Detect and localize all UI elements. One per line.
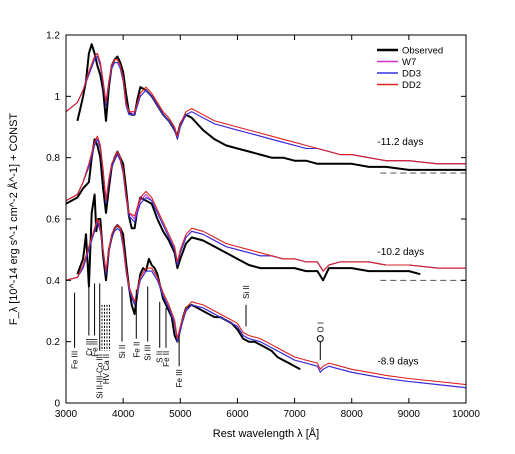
line-id-label: Si II [118, 345, 127, 359]
line-id-label-group: Si II [242, 285, 251, 299]
epoch-label: -11.2 days [377, 137, 423, 148]
line-id-label: Si III [144, 345, 153, 361]
line-id-label: S II [156, 351, 165, 363]
line-id-label: HV Ca II [102, 354, 111, 384]
line-id-circle [316, 335, 324, 343]
line-id-label-group: Si III [144, 345, 153, 361]
line-id-label: Fe II [132, 342, 141, 358]
line-id-label: Fe II [162, 351, 171, 367]
y-tick-label: 0.4 [46, 276, 60, 287]
line-id-label-group: Cr III [85, 339, 94, 356]
line-id-label-group: HV Ca II [102, 354, 111, 384]
legend-label: DD3 [402, 69, 421, 80]
line-id-label: Si II [242, 285, 251, 299]
legend-label: DD2 [402, 80, 421, 91]
reference-lines [380, 172, 466, 281]
y-tick-label: 1 [54, 92, 60, 103]
x-axis-label: Rest wavelength λ [Å] [213, 427, 319, 440]
line-id-label-group: Si II [118, 345, 127, 359]
line-id-label-group: Fe II [162, 351, 171, 367]
y-tick-label: 0.6 [46, 215, 60, 226]
y-tick-label: 1.2 [46, 31, 60, 42]
series-line-3 [65, 218, 467, 386]
series-line-7 [65, 135, 466, 272]
series-line-11 [65, 52, 466, 165]
y-tick-label: 0.2 [46, 337, 60, 348]
epoch-labels: -11.2 days -10.2 days -8.9 days [377, 137, 424, 368]
line-id-label-group: Si II-III-Co III [96, 354, 105, 399]
line-id-label: O I [316, 322, 325, 333]
y-tick-label: 0.8 [46, 153, 60, 164]
y-tick-label: 0 [54, 399, 60, 410]
y-axis-label-text: F_λ [10^-14 erg s^-1 cm^-2 Å^-1] + CONST [7, 113, 20, 326]
x-tick-label: 4000 [112, 409, 135, 420]
line-id-label: Fe III [175, 369, 184, 387]
epoch-label: -10.2 days [377, 247, 424, 258]
y-axis-label: F_λ [10^-14 erg s^-1 cm^-2 Å^-1] + CONST [7, 113, 20, 326]
x-tick-label: 3000 [55, 409, 78, 420]
x-tick-label: 7000 [283, 409, 306, 420]
line-id-label-group: O I [316, 322, 325, 333]
line-id-label-group: Fe III [71, 351, 80, 369]
x-tick-label: 6000 [226, 409, 249, 420]
line-id-label-group: Fe III [175, 369, 184, 387]
line-id-label-group: S II [156, 351, 165, 363]
line-id-label: Fe III [91, 339, 100, 357]
epoch-label: -8.9 days [377, 357, 418, 368]
legend-label: W7 [402, 57, 416, 68]
x-tick-label: 5000 [169, 409, 192, 420]
x-tick-label: 9000 [398, 409, 421, 420]
line-id-label: Fe III [71, 351, 80, 369]
line-id-label-group: Fe II [132, 342, 141, 358]
x-axis-ticks: 3000 4000 5000 6000 7000 8000 9000 10000 [55, 35, 480, 420]
series-layer [65, 43, 467, 389]
x-tick-label: 10000 [452, 409, 480, 420]
line-id-label: Cr III [85, 339, 94, 356]
legend-label: Observed [402, 46, 443, 57]
x-tick-label: 8000 [341, 409, 364, 420]
y-axis-ticks: 0 0.2 0.4 0.6 0.8 1 1.2 [46, 31, 466, 410]
line-id-label-group: Fe III [91, 339, 100, 357]
line-id-label: Si II-III-Co III [96, 354, 105, 399]
series-line-4 [65, 138, 421, 282]
